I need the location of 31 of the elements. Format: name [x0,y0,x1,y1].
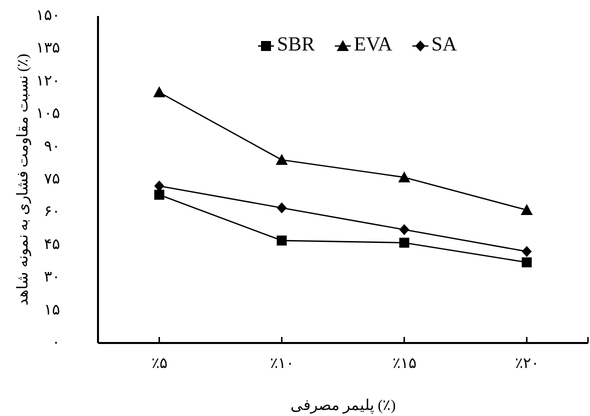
point [276,202,287,214]
point [520,204,533,216]
y-tick-label: ۶۰ [44,204,60,220]
y-tick-label: ۱۰۵ [36,106,60,122]
y-tick-label: ۱۵۰ [36,8,60,24]
legend-label: SBR [277,34,316,56]
y-tick-label: ۱۲۰ [36,73,60,90]
point [399,238,410,248]
y-tick-label: ۹۰ [44,138,60,155]
point [276,236,287,246]
legend-label: SA [431,34,458,56]
point [153,86,166,98]
point [522,246,532,257]
point [522,257,532,268]
x-tick-label: ٪۵ [151,356,168,372]
y-tick-label: ۴۵ [44,236,60,253]
x-tick-label: ٪۱۰ [270,356,294,372]
y-axis-title: نسبت مقاومت فشاری به نمونه شاهد (٪) [15,54,32,306]
y-tick-label: ۷۵ [44,172,60,188]
x-axis-title: پلیمر مصرفی (٪) [290,398,396,414]
point [154,190,164,200]
y-tick-label: ۰ [52,335,60,351]
point [276,154,288,165]
point [398,171,410,182]
point [399,224,410,236]
x-tick-label: ٪۲۰ [514,356,539,372]
legend-label: EVA [354,34,393,56]
y-tick-label: ۱۳۵ [36,40,60,57]
y-tick-label: ۳۰ [44,270,60,286]
y-tick-label: ۱۵ [44,302,60,318]
x-tick-label: ٪۱۵ [392,356,416,372]
